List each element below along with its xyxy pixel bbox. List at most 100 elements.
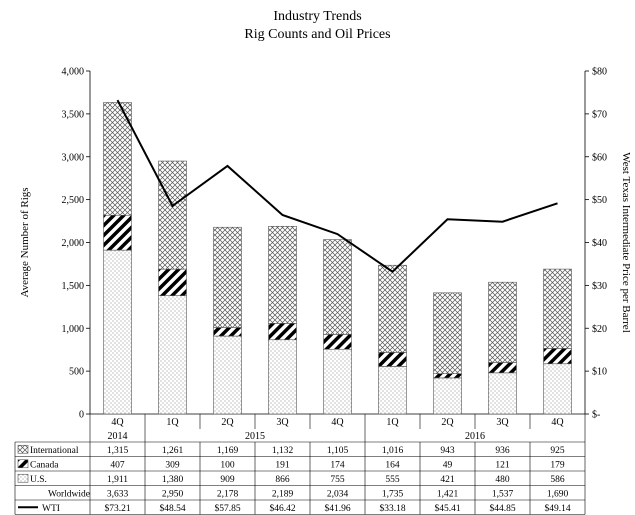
table-cell: 2,950	[162, 489, 184, 499]
y2-tick-label: $50	[592, 195, 607, 206]
table-cell: 2,034	[327, 489, 349, 499]
quarter-label: 4Q	[551, 417, 564, 428]
table-cell: 1,690	[547, 489, 569, 499]
bar-canada-4	[323, 334, 352, 350]
bar-canada-1	[158, 268, 187, 296]
table-cell: 179	[550, 460, 565, 470]
bar-international-5	[378, 264, 407, 353]
year-label: 2015	[245, 431, 265, 442]
bar-canada-2	[213, 327, 242, 337]
table-cell: 1,169	[217, 446, 239, 456]
y2-tick-label: $10	[592, 367, 607, 378]
table-row-label: Worldwide	[48, 489, 90, 499]
y2-tick-label: $20	[592, 324, 607, 335]
table-cell: 1,261	[162, 446, 184, 456]
table-cell: 1,132	[272, 446, 294, 456]
table-cell: 1,537	[492, 489, 514, 499]
table-cell: $73.21	[104, 503, 130, 514]
table-cell: 421	[440, 475, 455, 485]
y2-tick-label: $30	[592, 281, 607, 292]
y-tick-label: 3,000	[62, 152, 85, 163]
table-cell: 755	[330, 475, 345, 485]
table-cell: $46.42	[269, 503, 295, 514]
table-cell: 2,178	[217, 489, 239, 499]
y2-tick-label: $40	[592, 238, 607, 249]
y-tick-label: 1,000	[62, 324, 85, 335]
y-tick-label: 1,500	[62, 281, 85, 292]
bar-us-1	[158, 295, 187, 415]
y-tick-label: 500	[69, 367, 84, 378]
quarter-label: 2Q	[441, 417, 454, 428]
table-cell: 909	[220, 475, 235, 485]
y-axis-title: Average Number of Rigs	[19, 187, 31, 297]
table-cell: 1,735	[382, 489, 404, 499]
table-cell: $49.14	[544, 503, 570, 514]
table-cell: 925	[550, 446, 565, 456]
table-cell: 164	[385, 460, 400, 470]
table-cell: 1,105	[327, 446, 349, 456]
y-tick-label: 4,000	[62, 67, 85, 78]
bar-international-0	[103, 102, 132, 216]
legend-key-us	[17, 473, 29, 483]
table-cell: 174	[330, 460, 345, 470]
table-row-label: WTI	[42, 504, 60, 514]
chart-subtitle: Rig Counts and Oil Prices	[244, 27, 391, 42]
table-cell: $41.96	[324, 503, 350, 514]
bar-us-4	[323, 348, 352, 415]
quarter-label: 3Q	[276, 417, 289, 428]
bar-international-3	[268, 225, 297, 324]
table-cell: 407	[110, 460, 125, 470]
table-cell: 480	[495, 475, 510, 485]
bar-international-4	[323, 239, 352, 335]
bar-us-2	[213, 335, 242, 415]
bar-canada-8	[543, 348, 572, 365]
y2-tick-label: $70	[592, 109, 607, 120]
quarter-label: 4Q	[331, 417, 344, 428]
table-cell: 936	[495, 446, 510, 456]
chart-title: Industry Trends	[273, 9, 362, 24]
year-label: 2014	[108, 431, 128, 442]
y2-tick-label: $-	[592, 410, 600, 421]
table-cell: 49	[443, 460, 453, 470]
y-tick-label: 0	[79, 410, 84, 421]
y2-axis-title: West Texas Intermediate Price per Barrel	[620, 152, 632, 332]
bar-international-7	[488, 281, 517, 363]
bar-us-6	[433, 377, 462, 415]
year-label: 2016	[465, 431, 485, 442]
bar-canada-7	[488, 362, 517, 374]
table-cell: 586	[550, 475, 565, 485]
y-tick-label: 3,500	[62, 109, 85, 120]
bar-international-2	[213, 226, 242, 328]
quarter-label: 1Q	[166, 417, 179, 428]
quarter-label: 3Q	[496, 417, 509, 428]
table-cell: 309	[165, 460, 180, 470]
table-cell: 191	[275, 460, 290, 470]
table-cell: $44.85	[489, 503, 515, 514]
bar-international-1	[158, 160, 187, 270]
wti-line	[116, 99, 558, 274]
table-cell: $48.54	[159, 503, 185, 514]
bar-canada-3	[268, 323, 297, 341]
table-cell: 3,633	[107, 489, 129, 499]
table-cell: 866	[275, 475, 290, 485]
table-row-label: Canada	[30, 460, 59, 470]
table-row-label: U.S.	[30, 475, 47, 485]
table-cell: 121	[495, 460, 510, 470]
bar-international-8	[543, 268, 572, 349]
table-cell: $33.18	[379, 503, 405, 514]
legend-key-international	[17, 444, 29, 454]
quarter-label: 4Q	[111, 417, 124, 428]
table-cell: 1,016	[382, 446, 404, 456]
bar-us-0	[103, 249, 132, 415]
bar-canada-0	[103, 214, 132, 251]
bar-international-6	[433, 292, 462, 374]
legend-key-canada	[17, 459, 29, 469]
table-cell: 1,380	[162, 475, 184, 485]
bar-us-8	[543, 363, 572, 415]
table-cell: $45.41	[434, 503, 460, 514]
bar-us-5	[378, 366, 407, 415]
bar-us-3	[268, 339, 297, 415]
table-cell: $57.85	[214, 503, 240, 514]
table-cell: 943	[440, 446, 455, 456]
